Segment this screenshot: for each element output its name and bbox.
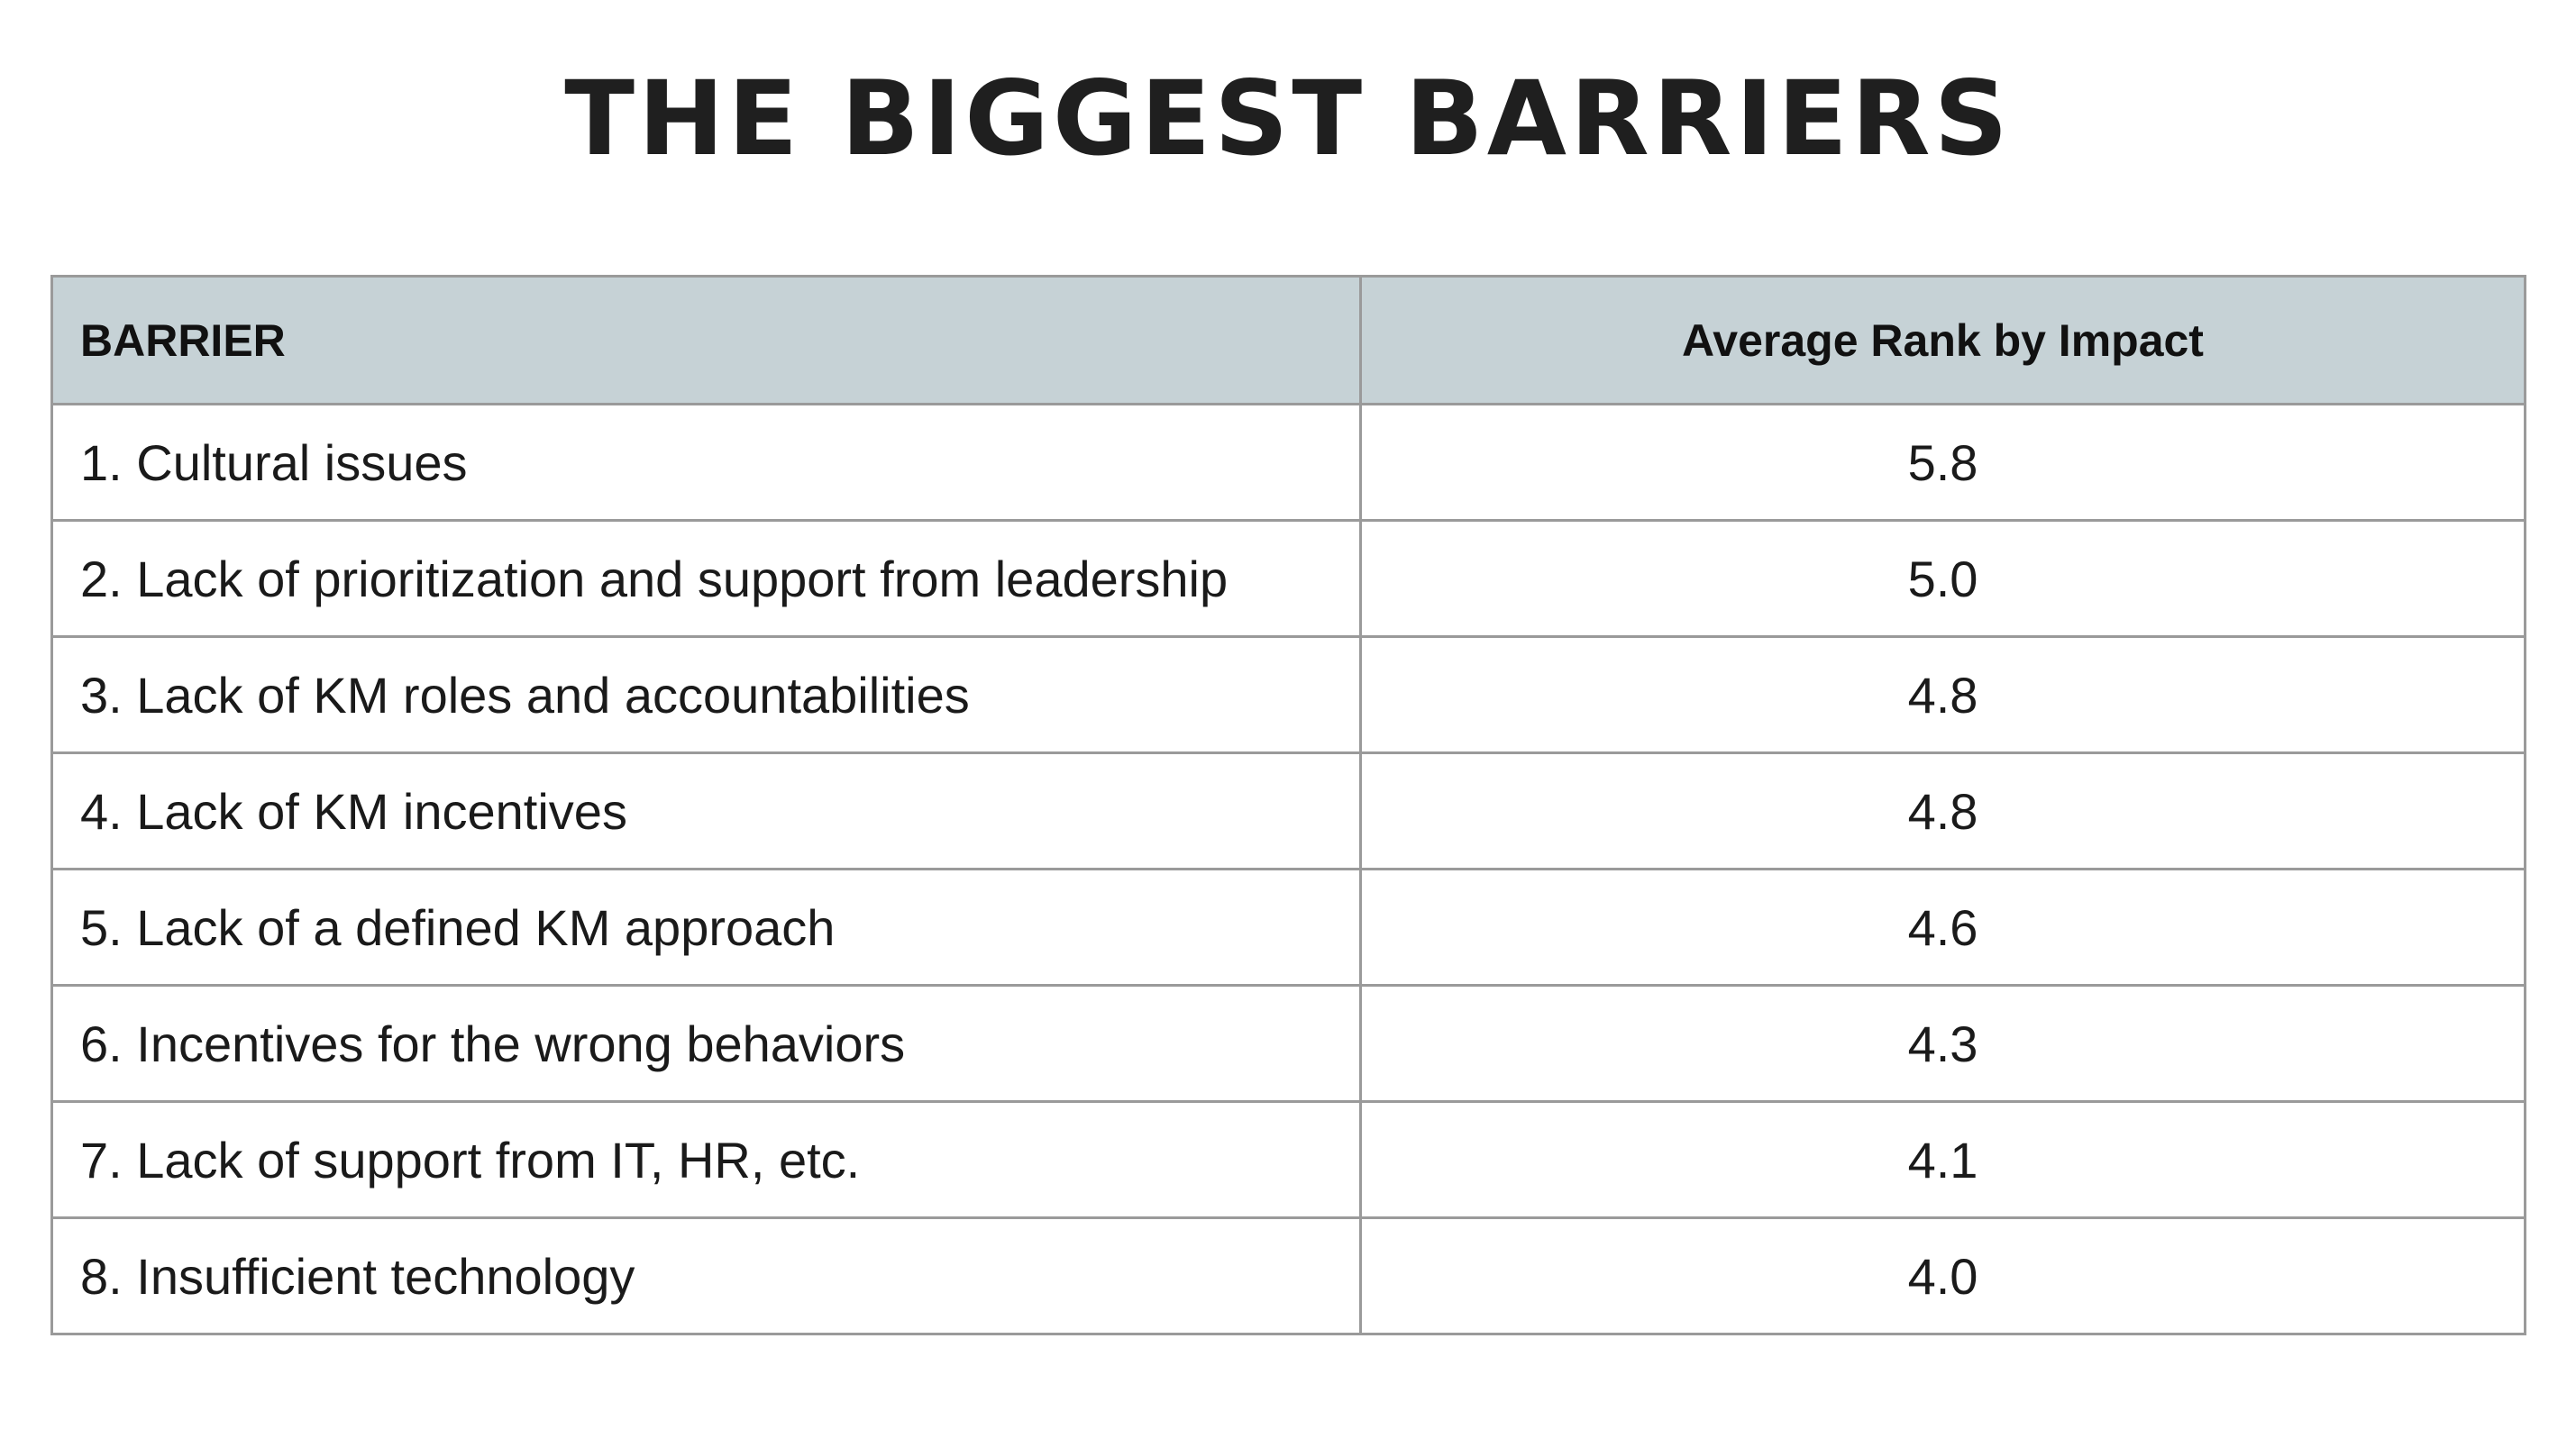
rank-cell: 4.6: [1359, 868, 2526, 987]
table-row: 3. Lack of KM roles and accountabilities…: [50, 635, 2526, 754]
barriers-table: BARRIER Average Rank by Impact 1. Cultur…: [50, 275, 2526, 1335]
barrier-cell: 7. Lack of support from IT, HR, etc.: [50, 1100, 1362, 1219]
rank-cell: 4.0: [1359, 1216, 2526, 1335]
table-row: 7. Lack of support from IT, HR, etc. 4.1: [50, 1100, 2526, 1219]
table-row: 1. Cultural issues 5.8: [50, 403, 2526, 522]
column-header-average-rank: Average Rank by Impact: [1359, 275, 2526, 405]
column-header-barrier: BARRIER: [50, 275, 1362, 405]
rank-cell: 5.0: [1359, 519, 2526, 638]
rank-cell: 4.3: [1359, 984, 2526, 1103]
barrier-cell: 4. Lack of KM incentives: [50, 751, 1362, 870]
barrier-cell: 8. Insufficient technology: [50, 1216, 1362, 1335]
rank-cell: 4.8: [1359, 751, 2526, 870]
rank-cell: 5.8: [1359, 403, 2526, 522]
rank-cell: 4.1: [1359, 1100, 2526, 1219]
table-header-row: BARRIER Average Rank by Impact: [50, 275, 2526, 405]
table-row: 6. Incentives for the wrong behaviors 4.…: [50, 984, 2526, 1103]
rank-cell: 4.8: [1359, 635, 2526, 754]
barrier-cell: 3. Lack of KM roles and accountabilities: [50, 635, 1362, 754]
barrier-cell: 1. Cultural issues: [50, 403, 1362, 522]
barrier-cell: 6. Incentives for the wrong behaviors: [50, 984, 1362, 1103]
barrier-cell: 2. Lack of prioritization and support fr…: [50, 519, 1362, 638]
table-row: 4. Lack of KM incentives 4.8: [50, 751, 2526, 870]
table-row: 5. Lack of a defined KM approach 4.6: [50, 868, 2526, 987]
barriers-table-container: BARRIER Average Rank by Impact 1. Cultur…: [50, 275, 2526, 1335]
page-title: THE BIGGEST BARRIERS: [564, 59, 2012, 178]
barrier-cell: 5. Lack of a defined KM approach: [50, 868, 1362, 987]
table-row: 8. Insufficient technology 4.0: [50, 1216, 2526, 1335]
table-row: 2. Lack of prioritization and support fr…: [50, 519, 2526, 638]
